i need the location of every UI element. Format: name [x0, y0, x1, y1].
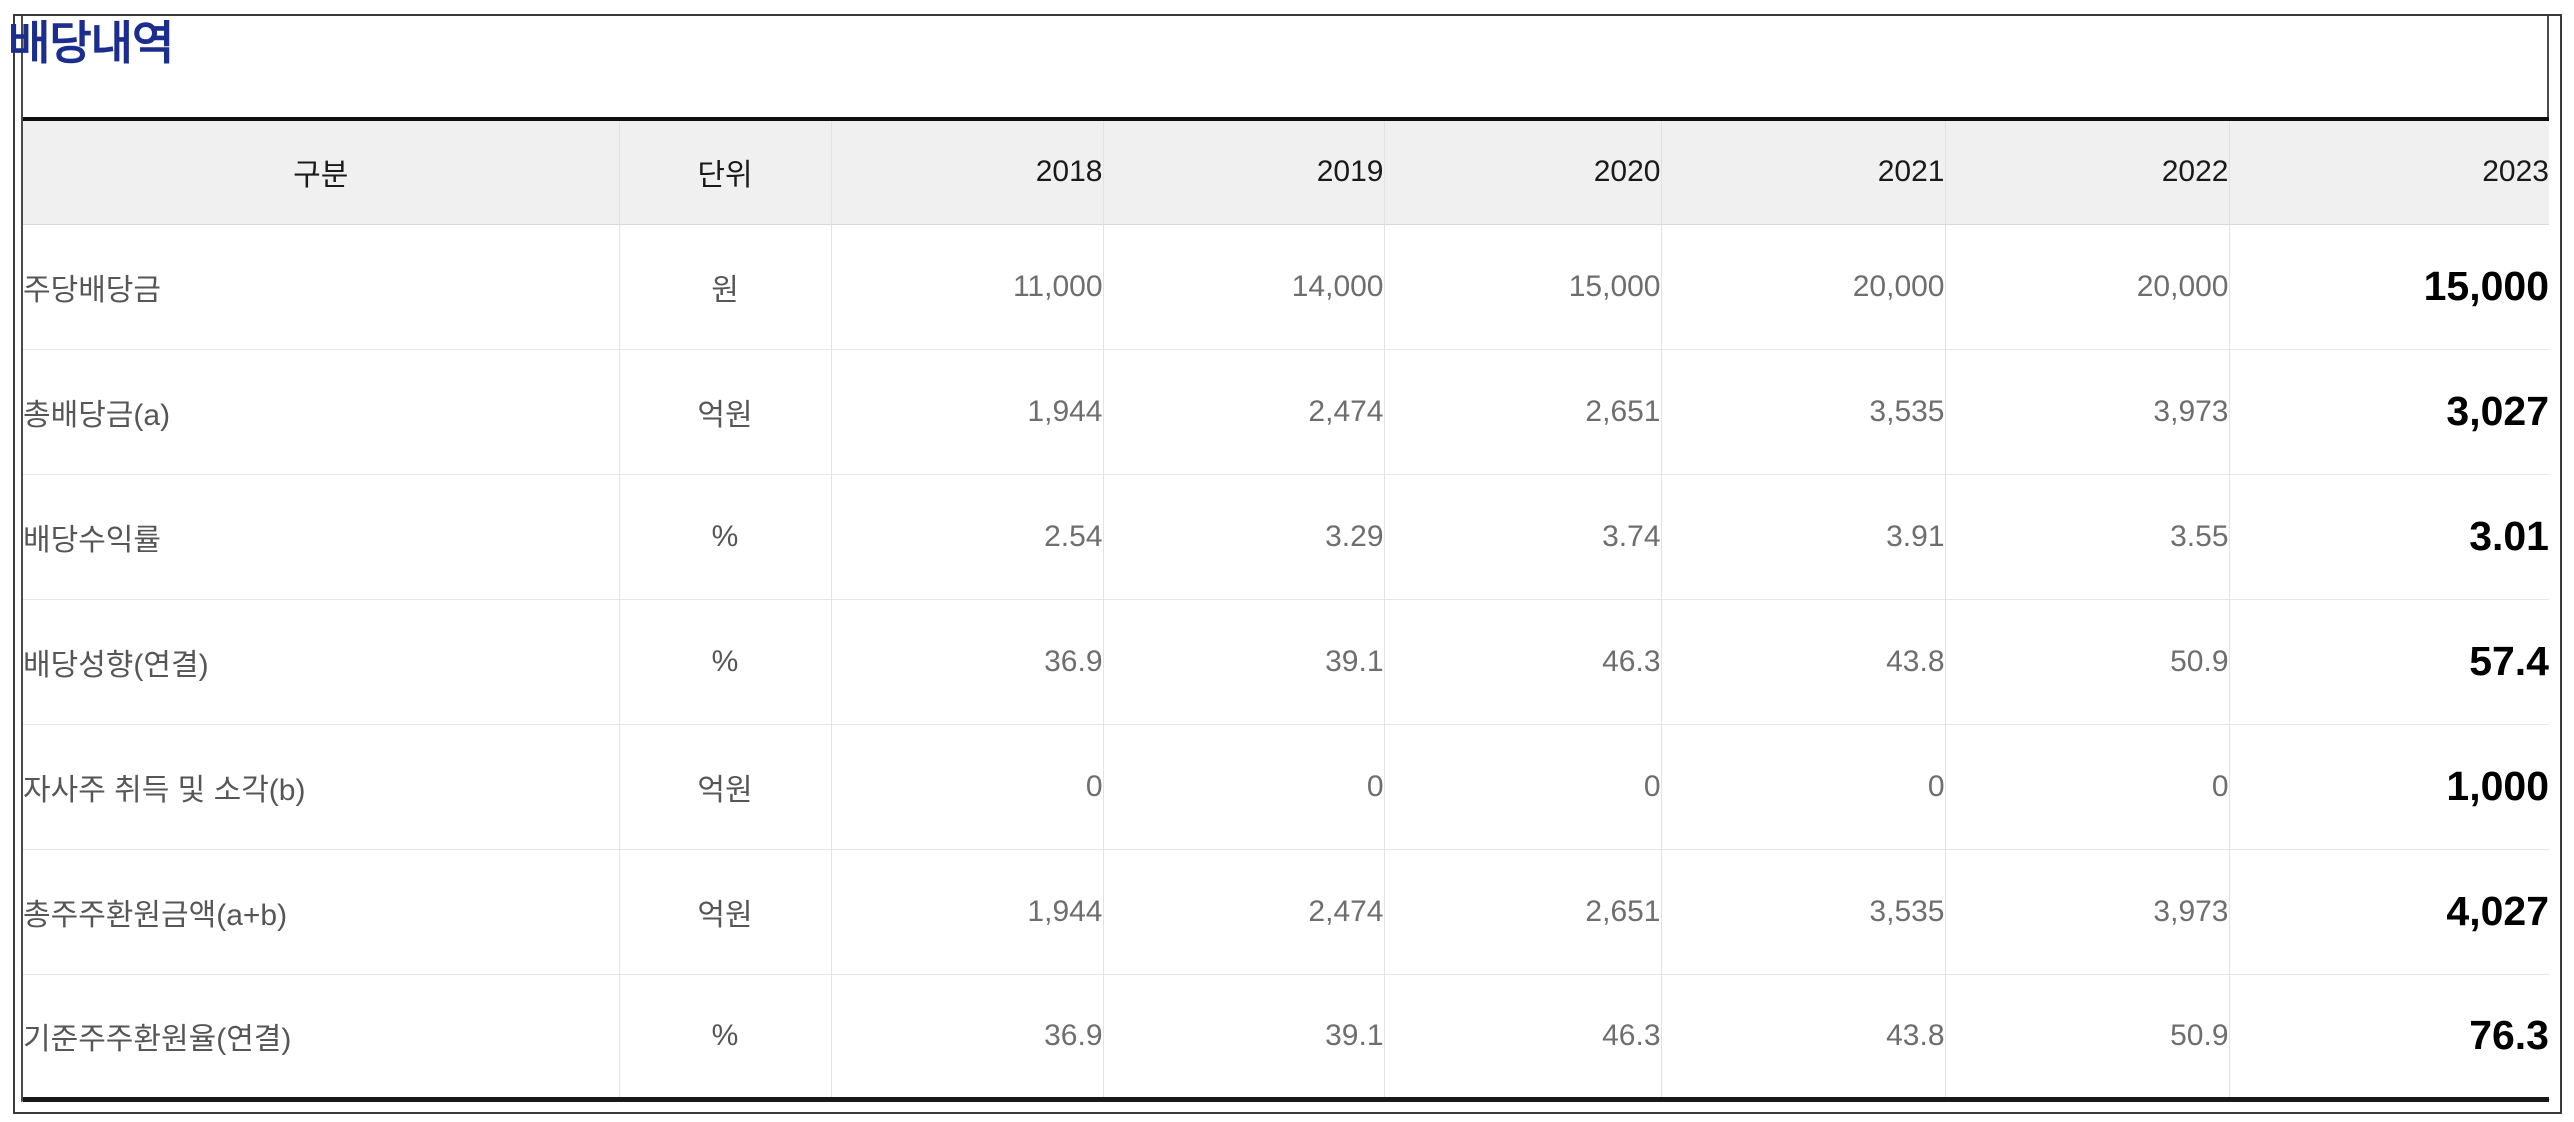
cell-2019: 3.29 [1102, 473, 1384, 599]
cell-2019: 14,000 [1102, 224, 1384, 349]
row-unit: % [618, 473, 831, 599]
cell-2021: 3,535 [1660, 848, 1945, 974]
cell-2020: 3.74 [1383, 473, 1661, 599]
cell-2021: 43.8 [1660, 973, 1945, 1099]
cell-2023: 76.3 [2228, 973, 2549, 1099]
cell-2018: 2.54 [830, 473, 1103, 599]
cell-2022: 3,973 [1944, 348, 2229, 474]
header-row: 구분 단위 2018 2019 2020 2021 2022 2023 [23, 119, 2549, 225]
cell-2023: 3,027 [2228, 348, 2549, 474]
row-unit: 원 [618, 224, 831, 349]
cell-2018: 1,944 [830, 348, 1103, 474]
column-header-2022: 2022 [1944, 119, 2229, 225]
row-label: 배당수익률 [23, 473, 619, 599]
dividend-table: 구분 단위 2018 2019 2020 2021 2022 2023 주당배당… [23, 117, 2549, 1102]
cell-2018: 36.9 [830, 598, 1103, 724]
cell-2019: 39.1 [1102, 973, 1384, 1099]
row-label: 자사주 취득 및 소각(b) [23, 723, 619, 849]
column-header-2019: 2019 [1102, 119, 1384, 225]
cell-2018: 1,944 [830, 848, 1103, 974]
column-header-2020: 2020 [1383, 119, 1661, 225]
outer-frame [13, 14, 2562, 1114]
cell-2023: 4,027 [2228, 848, 2549, 974]
cell-2020: 46.3 [1383, 973, 1661, 1099]
cell-2021: 3.91 [1660, 473, 1945, 599]
cell-2022: 0 [1944, 723, 2229, 849]
row-unit: 억원 [618, 348, 831, 474]
row-label: 총주주환원금액(a+b) [23, 848, 619, 974]
row-unit: % [618, 598, 831, 724]
cell-2018: 0 [830, 723, 1103, 849]
table-row-treasury-stock: 자사주 취득 및 소각(b) 억원 0 0 0 0 0 1,000 [23, 723, 2549, 849]
cell-2019: 0 [1102, 723, 1384, 849]
cell-2018: 11,000 [830, 224, 1103, 349]
cell-2019: 2,474 [1102, 348, 1384, 474]
cell-2021: 3,535 [1660, 348, 1945, 474]
cell-2020: 2,651 [1383, 848, 1661, 974]
cell-2020: 2,651 [1383, 348, 1661, 474]
row-label: 총배당금(a) [23, 348, 619, 474]
cell-2019: 2,474 [1102, 848, 1384, 974]
cell-2022: 20,000 [1944, 224, 2229, 349]
cell-2018: 36.9 [830, 973, 1103, 1099]
column-header-category: 구분 [23, 119, 619, 225]
table-row-total-dividend: 총배당금(a) 억원 1,944 2,474 2,651 3,535 3,973… [23, 348, 2549, 474]
row-unit: 억원 [618, 848, 831, 974]
row-unit: 억원 [618, 723, 831, 849]
cell-2021: 20,000 [1660, 224, 1945, 349]
row-unit: % [618, 973, 831, 1099]
column-header-2023: 2023 [2228, 119, 2549, 225]
cell-2023: 3.01 [2228, 473, 2549, 599]
table-row-payout-ratio: 배당성향(연결) % 36.9 39.1 46.3 43.8 50.9 57.4 [23, 598, 2549, 724]
row-label: 기준주주환원율(연결) [23, 973, 619, 1099]
column-header-unit: 단위 [618, 119, 831, 225]
cell-2020: 46.3 [1383, 598, 1661, 724]
table-row-shareholder-return-ratio: 기준주주환원율(연결) % 36.9 39.1 46.3 43.8 50.9 7… [23, 973, 2549, 1099]
cell-2022: 50.9 [1944, 598, 2229, 724]
cell-2021: 43.8 [1660, 598, 1945, 724]
row-label: 배당성향(연결) [23, 598, 619, 724]
cell-2022: 3.55 [1944, 473, 2229, 599]
cell-2022: 50.9 [1944, 973, 2229, 1099]
table-row-total-shareholder-return: 총주주환원금액(a+b) 억원 1,944 2,474 2,651 3,535 … [23, 848, 2549, 974]
cell-2023: 15,000 [2228, 224, 2549, 349]
cell-2023: 1,000 [2228, 723, 2549, 849]
cell-2019: 39.1 [1102, 598, 1384, 724]
table-row-dividend-per-share: 주당배당금 원 11,000 14,000 15,000 20,000 20,0… [23, 224, 2549, 349]
cell-2022: 3,973 [1944, 848, 2229, 974]
cell-2021: 0 [1660, 723, 1945, 849]
table-row-dividend-yield: 배당수익률 % 2.54 3.29 3.74 3.91 3.55 3.01 [23, 473, 2549, 599]
row-label: 주당배당금 [23, 273, 161, 307]
column-header-2021: 2021 [1660, 119, 1945, 225]
cell-2023: 57.4 [2228, 598, 2549, 724]
dividend-table-container: 구분 단위 2018 2019 2020 2021 2022 2023 주당배당… [23, 117, 2549, 1102]
cell-2020: 0 [1383, 723, 1661, 849]
page-title: 배당내역 [8, 17, 174, 69]
column-header-2018: 2018 [830, 119, 1103, 225]
cell-2020: 15,000 [1383, 224, 1661, 349]
